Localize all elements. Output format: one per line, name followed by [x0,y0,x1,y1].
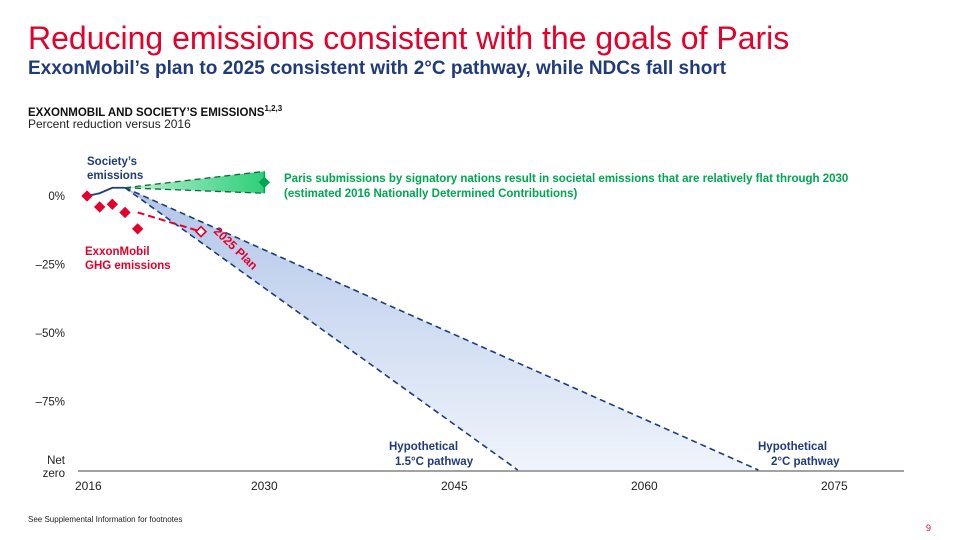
plan-2025-line [137,211,202,233]
paris-range-marker [258,176,270,188]
chart-heading-footnote-marker: 1,2,3 [264,104,283,113]
paris-lower-line [124,187,265,194]
exxonmobil-emissions-point [132,223,144,235]
pathway-2c-line [124,187,759,471]
page-title: Reducing emissions consistent with the g… [28,20,790,56]
page-subtitle: ExxonMobil’s plan to 2025 consistent wit… [28,58,727,79]
y-tick-label: 0% [48,191,65,203]
pathway-2c-label: Hypothetical 2°C pathway [758,441,840,468]
y-tick-label: Net zero [43,455,66,480]
society-emissions-label: Society’s emissions [87,156,143,182]
plan-2025-target-marker [194,225,208,238]
footnote: See Supplemental Information for footnot… [28,515,183,524]
exxonmobil-emissions-point [94,201,106,213]
pathway-15c-label: Hypothetical 1.5°C pathway [389,441,474,468]
x-tick-label: 2060 [631,479,658,493]
x-tick-label: 2030 [251,479,278,493]
paris-submissions-label: Paris submissions by signatory nations r… [284,173,848,200]
exxonmobil-emissions-point [106,198,118,210]
chart-subheading: Percent reduction versus 2016 [28,117,191,131]
exxonmobil-emissions-label: ExxonMobil GHG emissions [85,246,171,272]
exxonmobil-emissions-point [81,190,93,202]
y-tick-label: –50% [36,328,65,340]
society-emissions-line [86,186,126,197]
chart-heading: EXXONMOBIL AND SOCIETY’S EMISSIONS1,2,3 [28,104,282,119]
y-tick-label: –25% [36,260,65,272]
x-tick-label: 2075 [821,479,848,493]
chart-heading-text: EXXONMOBIL AND SOCIETY’S EMISSIONS [28,106,265,119]
y-tick-label: –75% [36,397,65,409]
exxonmobil-emissions-point [119,206,131,219]
paris-wedge-area [125,171,265,194]
x-tick-label: 2045 [441,479,468,493]
pathway-15c-line [124,187,519,471]
paris-upper-line [124,170,265,189]
x-tick-label: 2016 [75,479,102,493]
page-number: 9 [926,523,932,533]
